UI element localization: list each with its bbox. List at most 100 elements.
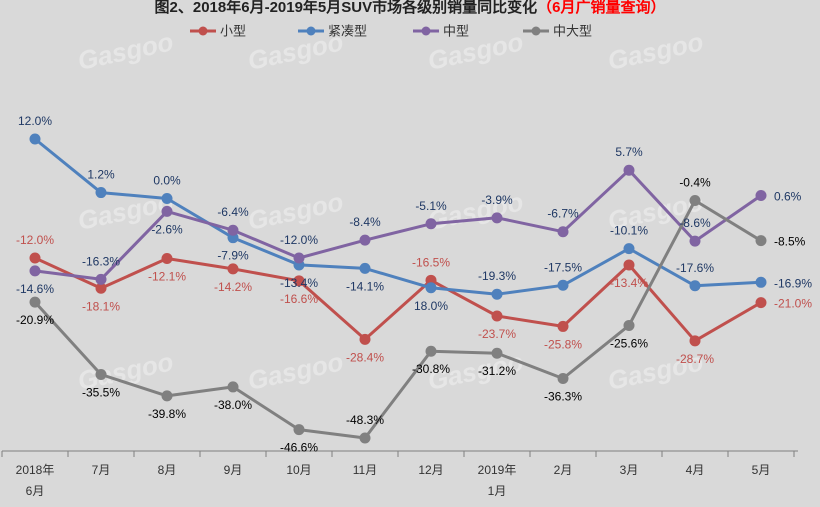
legend-marker <box>531 26 541 36</box>
data-point <box>557 226 569 238</box>
data-label: -14.6% <box>16 282 54 296</box>
data-label: -16.6% <box>280 292 318 306</box>
x-tick-label: 4月 <box>686 463 705 477</box>
data-label: -28.7% <box>676 352 714 366</box>
data-point <box>95 187 107 199</box>
data-point <box>623 243 635 255</box>
series-1 <box>29 133 767 300</box>
legend-label: 中型 <box>443 24 469 39</box>
data-label: -3.9% <box>481 193 513 207</box>
data-label: -18.1% <box>82 299 120 313</box>
data-label: -16.5% <box>412 255 450 269</box>
data-label: -5.1% <box>415 199 447 213</box>
data-point <box>623 164 635 176</box>
data-point <box>293 275 305 287</box>
legend-item: 中大型 <box>523 24 592 39</box>
data-point <box>227 224 239 236</box>
x-tick-label: 2019年 <box>478 463 517 477</box>
data-label: 18.0% <box>414 299 448 313</box>
data-labels: -12.0% -18.1% -12.1% -14.2% -16.6% -28.4% -16.… <box>16 114 812 455</box>
data-point <box>29 296 41 308</box>
series-line <box>34 256 762 343</box>
data-label: -10.1% <box>610 224 648 238</box>
data-point <box>95 282 107 294</box>
legend-marker <box>421 26 431 36</box>
legend-item: 小型 <box>190 24 246 39</box>
data-point <box>161 253 173 265</box>
data-point <box>689 280 701 292</box>
series-line <box>34 168 762 281</box>
data-label: -16.3% <box>82 254 120 268</box>
data-label: -20.9% <box>16 313 54 327</box>
data-label: -21.0% <box>774 297 812 311</box>
data-point <box>557 279 569 291</box>
data-label: -7.9% <box>217 249 249 263</box>
data-point <box>557 320 569 332</box>
data-point <box>425 345 437 357</box>
data-label: -46.6% <box>280 441 318 455</box>
data-point <box>293 252 305 264</box>
legend: 小型 紧凑型 中型 中大型 <box>190 24 592 39</box>
data-point <box>95 369 107 381</box>
series-line <box>33 199 762 440</box>
data-label: -19.3% <box>478 269 516 283</box>
data-label: -38.0% <box>214 398 252 412</box>
data-point <box>29 252 41 264</box>
x-tick-label: 12月 <box>418 463 443 477</box>
chart-title-main: 图2、2018年6月-2019年5月SUV市场各级别销量同比变化 <box>155 0 538 16</box>
data-point <box>623 259 635 271</box>
legend-item: 中型 <box>413 24 469 39</box>
legend-label: 中大型 <box>553 24 592 39</box>
data-point <box>161 205 173 217</box>
data-label: -12.0% <box>16 233 54 247</box>
data-label: -28.4% <box>346 350 384 364</box>
legend-label: 小型 <box>220 24 246 39</box>
series-2 <box>29 164 767 285</box>
data-point <box>755 297 767 309</box>
data-label: -8.4% <box>349 215 381 229</box>
data-label: -35.5% <box>82 386 120 400</box>
data-point <box>359 262 371 274</box>
data-point <box>557 372 569 384</box>
data-point <box>491 212 503 224</box>
data-label: -12.0% <box>280 233 318 247</box>
data-label: -13.4% <box>280 276 318 290</box>
x-axis: 2018年 6月 7月 8月 9月 10月 11月 12月 2019年 1月 2月 3月 4月 5月 <box>1 450 798 498</box>
data-point <box>161 193 173 205</box>
data-point <box>359 432 371 444</box>
legend-marker <box>306 26 316 36</box>
x-tick-label: 1月 <box>488 484 507 498</box>
x-tick-label: 8月 <box>158 463 177 477</box>
data-label: 5.7% <box>615 145 643 159</box>
data-label: 0.6% <box>774 190 802 204</box>
data-point <box>161 390 173 402</box>
x-tick-label: 2月 <box>554 463 573 477</box>
data-label: -8.6% <box>679 216 711 230</box>
legend-item: 紧凑型 <box>298 24 367 39</box>
x-tick-label: 3月 <box>620 463 639 477</box>
data-label: -30.8% <box>412 362 450 376</box>
data-label: 1.2% <box>87 168 115 182</box>
data-point <box>359 234 371 246</box>
data-label: -6.7% <box>547 207 579 221</box>
x-tick-label: 6月 <box>26 484 45 498</box>
data-label: -25.8% <box>544 337 582 351</box>
data-label: -17.6% <box>676 261 714 275</box>
data-point <box>689 194 701 206</box>
data-label: -6.4% <box>217 205 249 219</box>
data-point <box>227 381 239 393</box>
x-tick-label: 2018年 <box>16 463 55 477</box>
chart-title: 图2、2018年6月-2019年5月SUV市场各级别销量同比变化（6月广销量查询… <box>155 0 666 16</box>
data-point <box>29 265 41 277</box>
data-label: -16.9% <box>774 276 812 290</box>
data-label: -39.8% <box>148 407 186 421</box>
data-point <box>425 282 437 294</box>
data-label: -14.1% <box>346 279 384 293</box>
data-point <box>293 424 305 436</box>
data-label: -48.3% <box>346 413 384 427</box>
data-label: -8.5% <box>774 235 806 249</box>
data-point <box>491 288 503 300</box>
data-label: -25.6% <box>610 336 648 350</box>
data-point <box>755 235 767 247</box>
